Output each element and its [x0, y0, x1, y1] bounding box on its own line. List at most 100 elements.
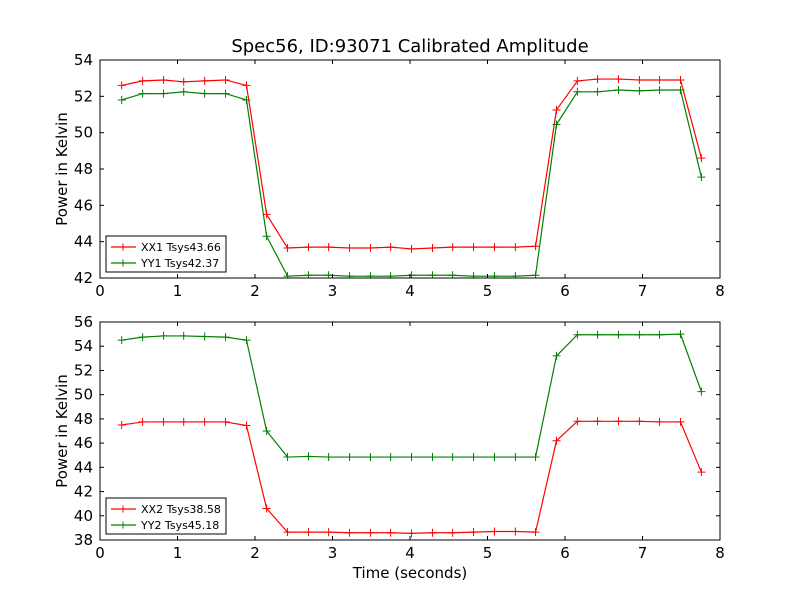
data-point: [531, 528, 540, 537]
data-point: [469, 453, 478, 462]
data-point: [345, 244, 354, 253]
data-point: [386, 453, 395, 462]
data-point: [117, 95, 126, 104]
data-point: [531, 242, 540, 251]
data-point: [697, 154, 706, 163]
legend-label: YY2 Tsys45.18: [140, 519, 219, 532]
data-point: [386, 528, 395, 537]
data-point: [386, 243, 395, 252]
data-point: [448, 243, 457, 252]
x-tick-label: 5: [483, 544, 493, 562]
data-point: [200, 89, 209, 98]
x-tick-label: 0: [95, 544, 105, 562]
data-point: [655, 417, 664, 426]
data-point: [138, 76, 147, 85]
data-point: [469, 528, 478, 537]
data-point: [593, 417, 602, 426]
data-point: [242, 81, 251, 90]
plot-area: [117, 75, 706, 278]
data-point: [221, 333, 230, 342]
data-point: [593, 87, 602, 96]
data-point: [138, 333, 147, 342]
data-point: [345, 272, 354, 278]
series-line: [121, 78, 702, 250]
y-tick-label: 44: [74, 458, 93, 476]
data-point: [573, 76, 582, 85]
data-point: [552, 351, 561, 360]
data-point: [655, 75, 664, 84]
data-point: [511, 272, 520, 278]
y-axis-label: Power in Kelvin: [53, 374, 71, 488]
legend-box: [105, 235, 227, 273]
x-tick-label: 1: [173, 282, 183, 300]
y-tick-label: 46: [74, 196, 93, 214]
data-point: [159, 75, 168, 84]
data-point: [511, 527, 520, 536]
legend-label: YY1 Tsys42.37: [140, 257, 219, 270]
data-point: [635, 330, 644, 339]
chart-title: Spec56, ID:93071 Calibrated Amplitude: [231, 36, 588, 57]
data-point: [366, 272, 375, 278]
series-xx1: [117, 75, 706, 253]
legend-item: XX2 Tsys38.58: [111, 503, 221, 516]
x-tick-label: 6: [560, 544, 570, 562]
data-point: [117, 336, 126, 345]
data-point: [262, 232, 271, 241]
data-point: [386, 272, 395, 278]
data-point: [304, 528, 313, 537]
y-tick-label: 38: [74, 531, 93, 549]
legend-label: XX2 Tsys38.58: [141, 503, 221, 516]
data-point: [490, 272, 499, 278]
data-point: [655, 85, 664, 94]
data-point: [614, 85, 623, 94]
data-point: [593, 330, 602, 339]
data-point: [448, 528, 457, 537]
legend-marker: [119, 521, 127, 529]
legend: XX2 Tsys38.58 YY2 Tsys45.18: [105, 497, 227, 535]
data-point: [552, 120, 561, 129]
y-tick-label: 42: [74, 269, 93, 287]
data-point: [366, 528, 375, 537]
y-tick-label: 46: [74, 434, 93, 452]
x-tick-label: 4: [405, 282, 415, 300]
legend-item: YY2 Tsys45.18: [111, 519, 219, 532]
data-point: [200, 76, 209, 85]
series-yy1: [117, 85, 706, 278]
series-xx2: [117, 417, 706, 538]
legend-label: XX1 Tsys43.66: [141, 241, 221, 254]
data-point: [676, 85, 685, 94]
data-point: [345, 453, 354, 462]
data-point: [179, 77, 188, 86]
data-point: [283, 453, 292, 462]
data-point: [490, 527, 499, 536]
data-point: [159, 417, 168, 426]
x-tick-label: 7: [638, 282, 648, 300]
data-point: [511, 243, 520, 252]
y-tick-label: 50: [74, 386, 93, 404]
y-tick-label: 40: [74, 507, 93, 525]
x-tick-label: 3: [328, 282, 338, 300]
data-point: [221, 417, 230, 426]
data-point: [304, 452, 313, 461]
y-tick-label: 56: [74, 313, 93, 331]
y-tick-label: 52: [74, 361, 93, 379]
data-point: [552, 105, 561, 114]
data-point: [324, 243, 333, 252]
data-point: [490, 243, 499, 252]
data-point: [407, 529, 416, 538]
legend-box: [105, 497, 227, 535]
data-point: [635, 417, 644, 426]
data-point: [117, 81, 126, 90]
data-point: [573, 330, 582, 339]
legend-marker: [119, 243, 127, 251]
data-point: [697, 468, 706, 477]
legend: XX1 Tsys43.66 YY1 Tsys42.37: [105, 235, 227, 273]
data-point: [635, 75, 644, 84]
y-axis-label: Power in Kelvin: [53, 112, 71, 226]
plot-area: [117, 330, 706, 538]
data-point: [635, 86, 644, 95]
x-tick-label: 2: [250, 282, 260, 300]
data-point: [200, 417, 209, 426]
data-point: [428, 528, 437, 537]
